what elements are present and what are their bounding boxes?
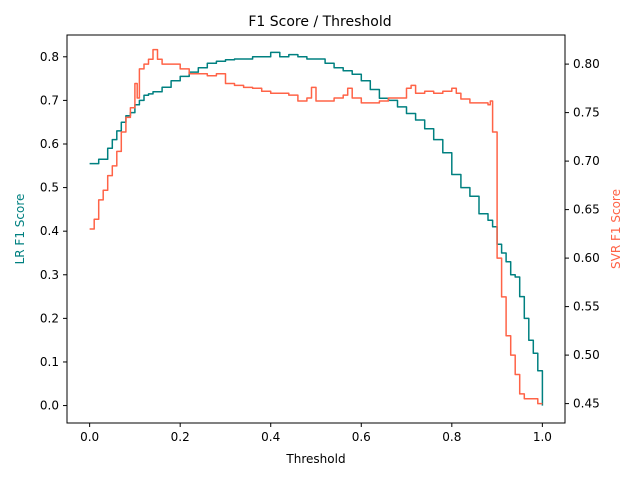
right-y-axis-label: SVR F1 Score	[609, 189, 623, 269]
x-tick-label: 0.0	[80, 430, 99, 444]
right-y-tick-label: 0.45	[573, 397, 600, 411]
svr-f1-line	[89, 48, 543, 405]
x-tick-label: 0.4	[261, 430, 280, 444]
right-y-tick-label: 0.80	[573, 57, 600, 71]
left-y-tick-label: 0.6	[40, 137, 59, 151]
left-y-tick-label: 0.3	[40, 268, 59, 282]
plot-frame	[66, 34, 566, 424]
x-tick-label: 1.0	[533, 430, 552, 444]
right-y-tick-label: 0.65	[573, 203, 600, 217]
right-y-tick-label: 0.70	[573, 154, 600, 168]
left-y-tick-label: 0.0	[40, 399, 59, 413]
left-y-tick-label: 0.2	[40, 311, 59, 325]
x-tick-label: 0.8	[442, 430, 461, 444]
chart-title: F1 Score / Threshold	[248, 14, 391, 30]
right-y-tick-label: 0.55	[573, 300, 600, 314]
x-axis-ticks: 0.0 0.2 0.4 0.6 0.8 1.0	[80, 423, 552, 444]
right-y-tick-label: 0.50	[573, 348, 600, 362]
right-y-axis-ticks: 0.45 0.50 0.55 0.60 0.65 0.70 0.75 0.80	[565, 57, 600, 411]
x-axis-label: Threshold	[285, 452, 345, 466]
left-y-tick-label: 0.7	[40, 93, 59, 107]
left-y-tick-label: 0.4	[40, 224, 59, 238]
series-layer	[89, 48, 544, 406]
x-tick-label: 0.6	[352, 430, 371, 444]
right-y-tick-label: 0.60	[573, 251, 600, 265]
left-y-axis-label: LR F1 Score	[13, 194, 27, 265]
right-y-tick-label: 0.75	[573, 106, 600, 120]
left-y-tick-label: 0.5	[40, 181, 59, 195]
left-y-tick-label: 0.8	[40, 50, 59, 64]
left-y-tick-label: 0.1	[40, 355, 59, 369]
left-y-axis-ticks: 0.0 0.1 0.2 0.3 0.4 0.5 0.6 0.7 0.8	[40, 50, 67, 413]
x-tick-label: 0.2	[171, 430, 190, 444]
